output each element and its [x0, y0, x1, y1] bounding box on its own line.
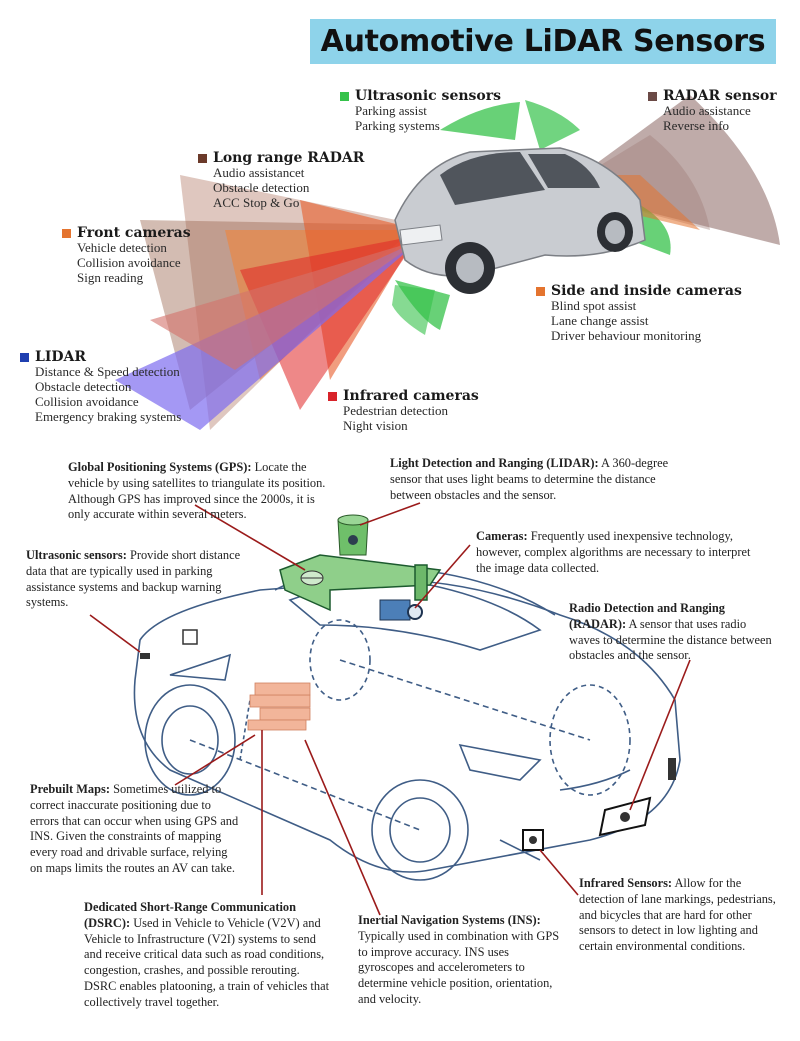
annotation-title: Cameras: — [476, 529, 528, 543]
infrared-annotation: Infrared Sensors: Allow for the detectio… — [579, 876, 779, 955]
long-range-radar-item: Audio assistancet — [213, 165, 305, 181]
radar-annotation: Radio Detection and Ranging (RADAR): A s… — [569, 601, 774, 664]
sensor-coverage-illustration — [115, 95, 780, 430]
lidar-item: Distance & Speed detection — [35, 364, 180, 380]
ultrasonic-sensors-label: Ultrasonic sensors Parking assist Parkin… — [340, 88, 501, 134]
ultrasonic-annotation: Ultrasonic sensors: Provide short distan… — [26, 548, 241, 611]
autonomous-car-diagram — [89, 502, 691, 916]
annotation-text: Locate the vehicle by using satellites t… — [68, 460, 326, 522]
infrared-cameras-item: Night vision — [343, 418, 408, 434]
radar-sensor-label: RADAR sensor Audio assistance Reverse in… — [648, 88, 777, 134]
long-range-radar-label: Long range RADAR Audio assistancet Obsta… — [198, 150, 364, 211]
side-cameras-item: Blind spot assist — [551, 298, 637, 314]
lidar-item: Obstacle detection — [35, 379, 132, 395]
annotation-title: Prebuilt Maps: — [30, 782, 110, 796]
lidar-item: Emergency braking systems — [35, 408, 182, 424]
annotation-text: A 360-degree sensor that uses light beam… — [390, 456, 669, 502]
roof-rack — [279, 554, 442, 612]
ultrasonic-unit — [140, 653, 150, 659]
annotation-title: Dedicated Short-Range Communication (DSR… — [84, 900, 297, 930]
leader-lines — [89, 502, 691, 916]
title-banner: Automotive LiDAR Sensors — [310, 19, 776, 64]
page-title: Automotive LiDAR Sensors — [320, 24, 766, 59]
side-cameras-item: Lane change assist — [551, 313, 649, 329]
annotation-title: Global Positioning Systems (GPS): — [68, 460, 252, 474]
annotation-text: Frequently used inexpensive technology, … — [476, 529, 751, 575]
lidar-item: Collision avoidance — [35, 393, 139, 409]
annotation-title: Ultrasonic sensors: — [26, 548, 127, 562]
annotation-text: Typically used in combination with GPS t… — [358, 928, 560, 1006]
ultrasonic-legend-square — [340, 91, 349, 101]
side-cameras-label: Side and inside cameras Blind spot assis… — [536, 283, 742, 344]
infrared-cameras-label: Infrared cameras Pedestrian detection Ni… — [328, 388, 479, 434]
camera-unit — [379, 599, 423, 621]
front-cameras-item: Collision avoidance — [77, 255, 181, 271]
ins-annotation: Inertial Navigation Systems (INS): Typic… — [358, 913, 563, 1008]
side-cameras-legend-square — [536, 286, 545, 296]
prebuilt-maps-stack — [247, 682, 311, 731]
annotation-title: Infrared Sensors: — [579, 876, 673, 890]
car-illustration — [394, 147, 646, 294]
annotation-title: Radio Detection and Ranging (RADAR): — [569, 601, 725, 631]
lidar-label: LIDAR Distance & Speed detection Obstacl… — [20, 349, 181, 425]
ultrasonic-item: Parking assist — [355, 103, 427, 119]
radar-coverage-fan — [560, 95, 780, 245]
annotation-text: Provide short distance data that are typ… — [26, 548, 241, 610]
infrared-unit — [522, 829, 544, 851]
front-cameras-item: Vehicle detection — [77, 240, 167, 256]
annotation-text: A sensor that uses radio waves to determ… — [569, 616, 772, 663]
ultrasonic-coverage-top — [440, 102, 520, 140]
annotation-text: Allow for the detection of lane markings… — [579, 876, 776, 953]
lidar-unit — [337, 514, 369, 556]
annotation-title: Inertial Navigation Systems (INS): — [358, 913, 541, 927]
radar-item: Audio assistance — [663, 103, 751, 119]
front-cameras-label: Front cameras Vehicle detection Collisio… — [62, 225, 191, 286]
infrared-cameras-item: Pedestrian detection — [343, 403, 449, 419]
long-range-radar-legend-square — [198, 153, 207, 163]
cameras-annotation: Cameras: Frequently used inexpensive tec… — [476, 529, 761, 576]
long-range-radar-item: Obstacle detection — [213, 180, 310, 196]
radar-legend-square — [648, 91, 657, 101]
gps-annotation: Global Positioning Systems (GPS): Locate… — [68, 460, 326, 523]
annotation-text: Sometimes utilized to correct inaccurate… — [30, 782, 239, 875]
radar-unit — [598, 796, 652, 837]
long-range-radar-item: ACC Stop & Go — [213, 194, 300, 210]
infrared-legend-square — [328, 391, 337, 401]
dsrc-annotation: Dedicated Short-Range Communication (DSR… — [84, 900, 332, 1010]
annotation-title: Light Detection and Ranging (LIDAR): — [390, 456, 599, 470]
lidar-annotation: Light Detection and Ranging (LIDAR): A 3… — [390, 456, 690, 503]
ultrasonic-item: Parking systems — [355, 118, 440, 134]
side-cameras-item: Driver behaviour monitoring — [551, 327, 702, 343]
lidar-legend-square — [20, 352, 29, 362]
front-cameras-item: Sign reading — [77, 269, 144, 285]
radar-item: Reverse info — [663, 118, 730, 134]
prebuilt-maps-annotation: Prebuilt Maps: Sometimes utilized to cor… — [30, 782, 240, 877]
front-cameras-legend-square — [62, 228, 71, 238]
annotation-text: Used in Vehicle to Vehicle (V2V) and Veh… — [84, 915, 330, 1009]
